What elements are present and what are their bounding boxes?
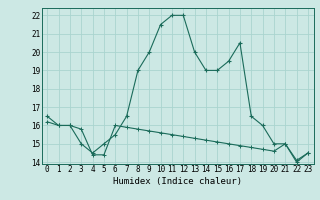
X-axis label: Humidex (Indice chaleur): Humidex (Indice chaleur) — [113, 177, 242, 186]
